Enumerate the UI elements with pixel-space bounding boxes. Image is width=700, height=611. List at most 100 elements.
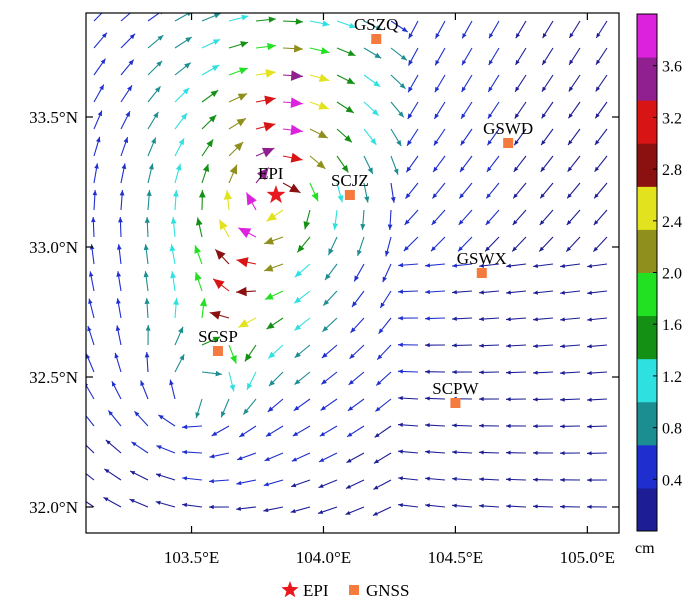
arrow-head (512, 246, 517, 252)
arrow-head (393, 168, 399, 175)
arrow-head (77, 496, 82, 500)
arrow-head (244, 353, 252, 362)
arrow-head (486, 193, 491, 199)
arrow-head (568, 86, 574, 92)
arrow-head (303, 221, 311, 230)
arrow-head (264, 456, 270, 461)
arrow-shaft (93, 13, 103, 22)
colorbar-segment (637, 358, 657, 403)
arrow-head (292, 431, 299, 437)
arrow-head (569, 32, 574, 38)
arrow-head (263, 507, 269, 513)
arrow-head (404, 219, 410, 225)
arrow-head (145, 325, 151, 331)
arrow-head (96, 136, 101, 143)
arrow-head (398, 503, 403, 508)
arrow-head (515, 86, 520, 92)
arrow-head (506, 370, 511, 375)
arrow-head (155, 473, 162, 478)
arrow-head (264, 292, 274, 300)
arrow-head (170, 217, 177, 224)
arrow-head (458, 219, 464, 225)
arrow-head (236, 286, 247, 297)
arrow-head (479, 423, 484, 428)
arrow-head (86, 353, 91, 359)
arrow-head (234, 141, 244, 151)
arrow-head (195, 217, 203, 226)
arrow-head (398, 289, 403, 294)
arrow-head (346, 458, 352, 463)
arrow-head (595, 113, 600, 119)
arrow-head (293, 44, 303, 53)
colorbar-tick-label: 2.8 (662, 162, 682, 179)
colorbar-tick-label: 2.0 (662, 266, 682, 283)
arrow-head (239, 432, 245, 437)
arrow-head (151, 137, 156, 144)
arrow-shaft (86, 501, 95, 508)
epicenter-marker: EPI (258, 164, 286, 204)
station-label: SCPW (432, 379, 479, 398)
arrow-head (479, 263, 485, 268)
arrow-head (568, 140, 573, 146)
arrow-head (154, 86, 161, 93)
arrow-head (560, 477, 565, 482)
arrow-head (408, 33, 414, 39)
arrow-head (533, 397, 538, 402)
arrow-head (587, 317, 592, 322)
arrow-head (321, 352, 328, 359)
arrow-head (290, 70, 303, 81)
arrow-head (506, 504, 511, 509)
arrow-head (157, 35, 164, 41)
arrow-head (318, 483, 324, 488)
arrow-head (432, 193, 438, 199)
colorbar-tick-label: 1.6 (662, 317, 682, 334)
arrow-head (261, 147, 275, 158)
arrow-head (487, 113, 493, 119)
arrow-head (594, 140, 600, 145)
epicenter-label: EPI (258, 164, 284, 183)
arrow-head (88, 271, 94, 277)
arrow-head (566, 220, 572, 225)
arrow-head (373, 459, 380, 464)
arrow-head (268, 16, 276, 23)
colorbar-segment (637, 315, 657, 360)
colorbar-segment (637, 401, 657, 446)
arrow-head (290, 509, 296, 514)
arrow-head (515, 59, 520, 66)
arrow-head (294, 324, 302, 331)
arrow-head (593, 220, 599, 226)
arrow-head (406, 166, 412, 173)
arrow-head (294, 351, 301, 358)
vector-field (77, 13, 608, 517)
arrow-head (88, 298, 93, 305)
arrow-head (319, 431, 326, 437)
arrow-head (80, 439, 85, 444)
arrow-head (140, 380, 145, 386)
arrow-head (238, 67, 248, 75)
arrow-head (398, 449, 403, 454)
arrow-head (595, 86, 601, 92)
arrow-head (143, 271, 149, 278)
arrow-head (182, 424, 188, 430)
arrow-head (587, 451, 592, 456)
x-axis: 103.5°E 104.0°E 104.5°E 105.0°E (164, 13, 615, 567)
arrow-head (403, 245, 409, 252)
arrow-head (128, 59, 134, 66)
arrow-head (179, 354, 185, 361)
gnss-stations: GSZQ GSWD SCJZ GSWX SCSP SCPW (198, 15, 533, 408)
arrow-head (267, 406, 274, 412)
arrow-head (350, 327, 356, 333)
arrow-head (348, 22, 356, 29)
arrow-head (587, 344, 592, 349)
arrow-head (103, 497, 109, 502)
arrow-head (129, 33, 136, 40)
arrow-head (211, 64, 220, 72)
arrow-head (560, 504, 565, 509)
arrow-head (347, 406, 354, 411)
arrow-head (115, 325, 121, 331)
arrow-head (156, 60, 163, 67)
arrow-head (533, 477, 538, 482)
arrow-head (322, 20, 330, 27)
arrow-head (569, 59, 574, 65)
arrow-head (398, 315, 403, 321)
